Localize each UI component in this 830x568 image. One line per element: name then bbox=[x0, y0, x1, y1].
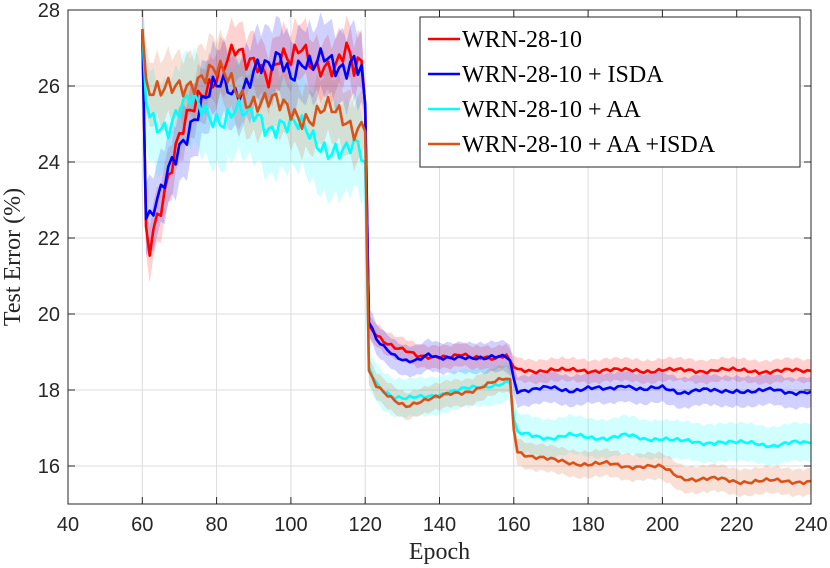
x-tick-label: 180 bbox=[571, 514, 604, 536]
x-tick-label: 120 bbox=[349, 514, 382, 536]
y-tick-label: 26 bbox=[38, 76, 60, 98]
x-tick-label: 40 bbox=[57, 514, 79, 536]
series-lines bbox=[141, 28, 811, 486]
y-tick-label: 24 bbox=[38, 152, 60, 174]
x-tick-label: 160 bbox=[497, 514, 530, 536]
y-tick-label: 18 bbox=[38, 380, 60, 402]
y-tick-label: 16 bbox=[38, 456, 60, 478]
x-axis-label: Epoch bbox=[409, 539, 470, 565]
x-tick-label: 240 bbox=[794, 514, 827, 536]
series-line bbox=[141, 28, 811, 486]
x-tick-label: 60 bbox=[131, 514, 153, 536]
legend-entry: WRN-28-10 bbox=[462, 27, 582, 53]
y-tick-label: 20 bbox=[38, 304, 60, 326]
x-axis-ticks: 40 60 80 100 120 140 160 180 200 220 240 bbox=[57, 10, 828, 536]
series-band bbox=[142, 10, 811, 498]
x-tick-label: 80 bbox=[205, 514, 227, 536]
legend-entry: WRN-28-10 + AA bbox=[462, 97, 642, 123]
legend-box bbox=[419, 16, 801, 168]
confidence-bands bbox=[142, 10, 811, 498]
y-axis-ticks: 16 18 20 22 24 26 28 bbox=[38, 0, 811, 478]
x-tick-label: 100 bbox=[274, 514, 307, 536]
legend-entry: WRN-28-10 + AA +ISDA bbox=[462, 132, 716, 158]
y-axis-label: Test Error (%) bbox=[0, 188, 26, 326]
series-band bbox=[142, 10, 811, 466]
series-line bbox=[141, 28, 811, 397]
legend: WRN-28-10 WRN-28-10 + ISDA WRN-28-10 + AA W… bbox=[419, 16, 801, 168]
y-tick-label: 28 bbox=[38, 0, 60, 22]
series-line bbox=[141, 28, 811, 375]
x-tick-label: 200 bbox=[646, 514, 679, 536]
x-tick-label: 220 bbox=[720, 514, 753, 536]
x-tick-label: 140 bbox=[423, 514, 456, 536]
y-tick-label: 22 bbox=[38, 228, 60, 250]
legend-entry: WRN-28-10 + ISDA bbox=[462, 62, 664, 88]
